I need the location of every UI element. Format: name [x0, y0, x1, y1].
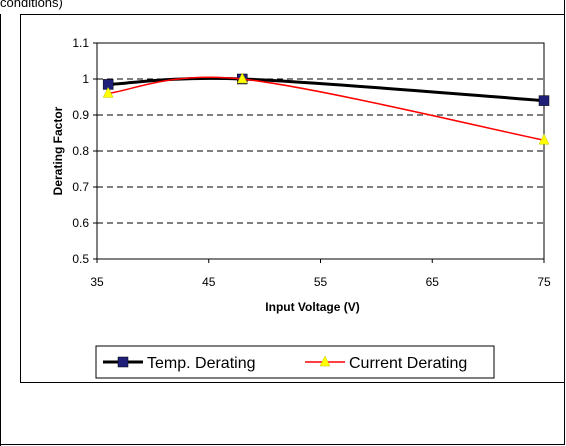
- data-point: [538, 133, 550, 145]
- x-tick-label: 55: [314, 275, 328, 289]
- grid-lines: [97, 78, 544, 224]
- x-axis-ticks: 35 45 55 65 75: [90, 259, 551, 289]
- data-point: [538, 95, 550, 106]
- legend-label: Temp. Derating: [147, 355, 256, 372]
- x-tick-label: 65: [426, 275, 440, 289]
- series-line-temp-derating: [108, 76, 545, 103]
- y-tick-label: 0.6: [72, 216, 89, 230]
- legend-marker: [117, 356, 129, 368]
- data-point: [102, 86, 114, 98]
- x-tick-label: 75: [537, 275, 551, 289]
- chart-frame: [20, 14, 565, 383]
- y-tick-label: 0.7: [72, 180, 89, 194]
- y-tick-label: 1.1: [72, 36, 89, 50]
- data-point: [236, 72, 248, 84]
- y-tick-label: 0.8: [72, 144, 89, 158]
- x-tick-label: 35: [90, 275, 104, 289]
- series-group: [102, 72, 550, 145]
- y-tick-label: 0.5: [72, 252, 89, 266]
- legend-box: [95, 345, 495, 379]
- y-tick-label: 1: [82, 72, 89, 86]
- page-border-left: [0, 14, 1, 446]
- page-top-text: conditions): [0, 0, 63, 10]
- y-axis-title: Derating Factor: [51, 106, 65, 195]
- legend-marker: [319, 355, 331, 367]
- x-tick-label: 45: [202, 275, 216, 289]
- legend: Temp. Derating Current Derating: [95, 345, 495, 379]
- y-axis-ticks: 0.5 0.6 0.7 0.8 0.9 1 1.1: [72, 36, 97, 266]
- x-axis-title: Input Voltage (V): [265, 300, 359, 314]
- legend-label: Current Derating: [349, 355, 467, 372]
- series-line-current-derating: [108, 76, 545, 141]
- y-tick-label: 0.9: [72, 108, 89, 122]
